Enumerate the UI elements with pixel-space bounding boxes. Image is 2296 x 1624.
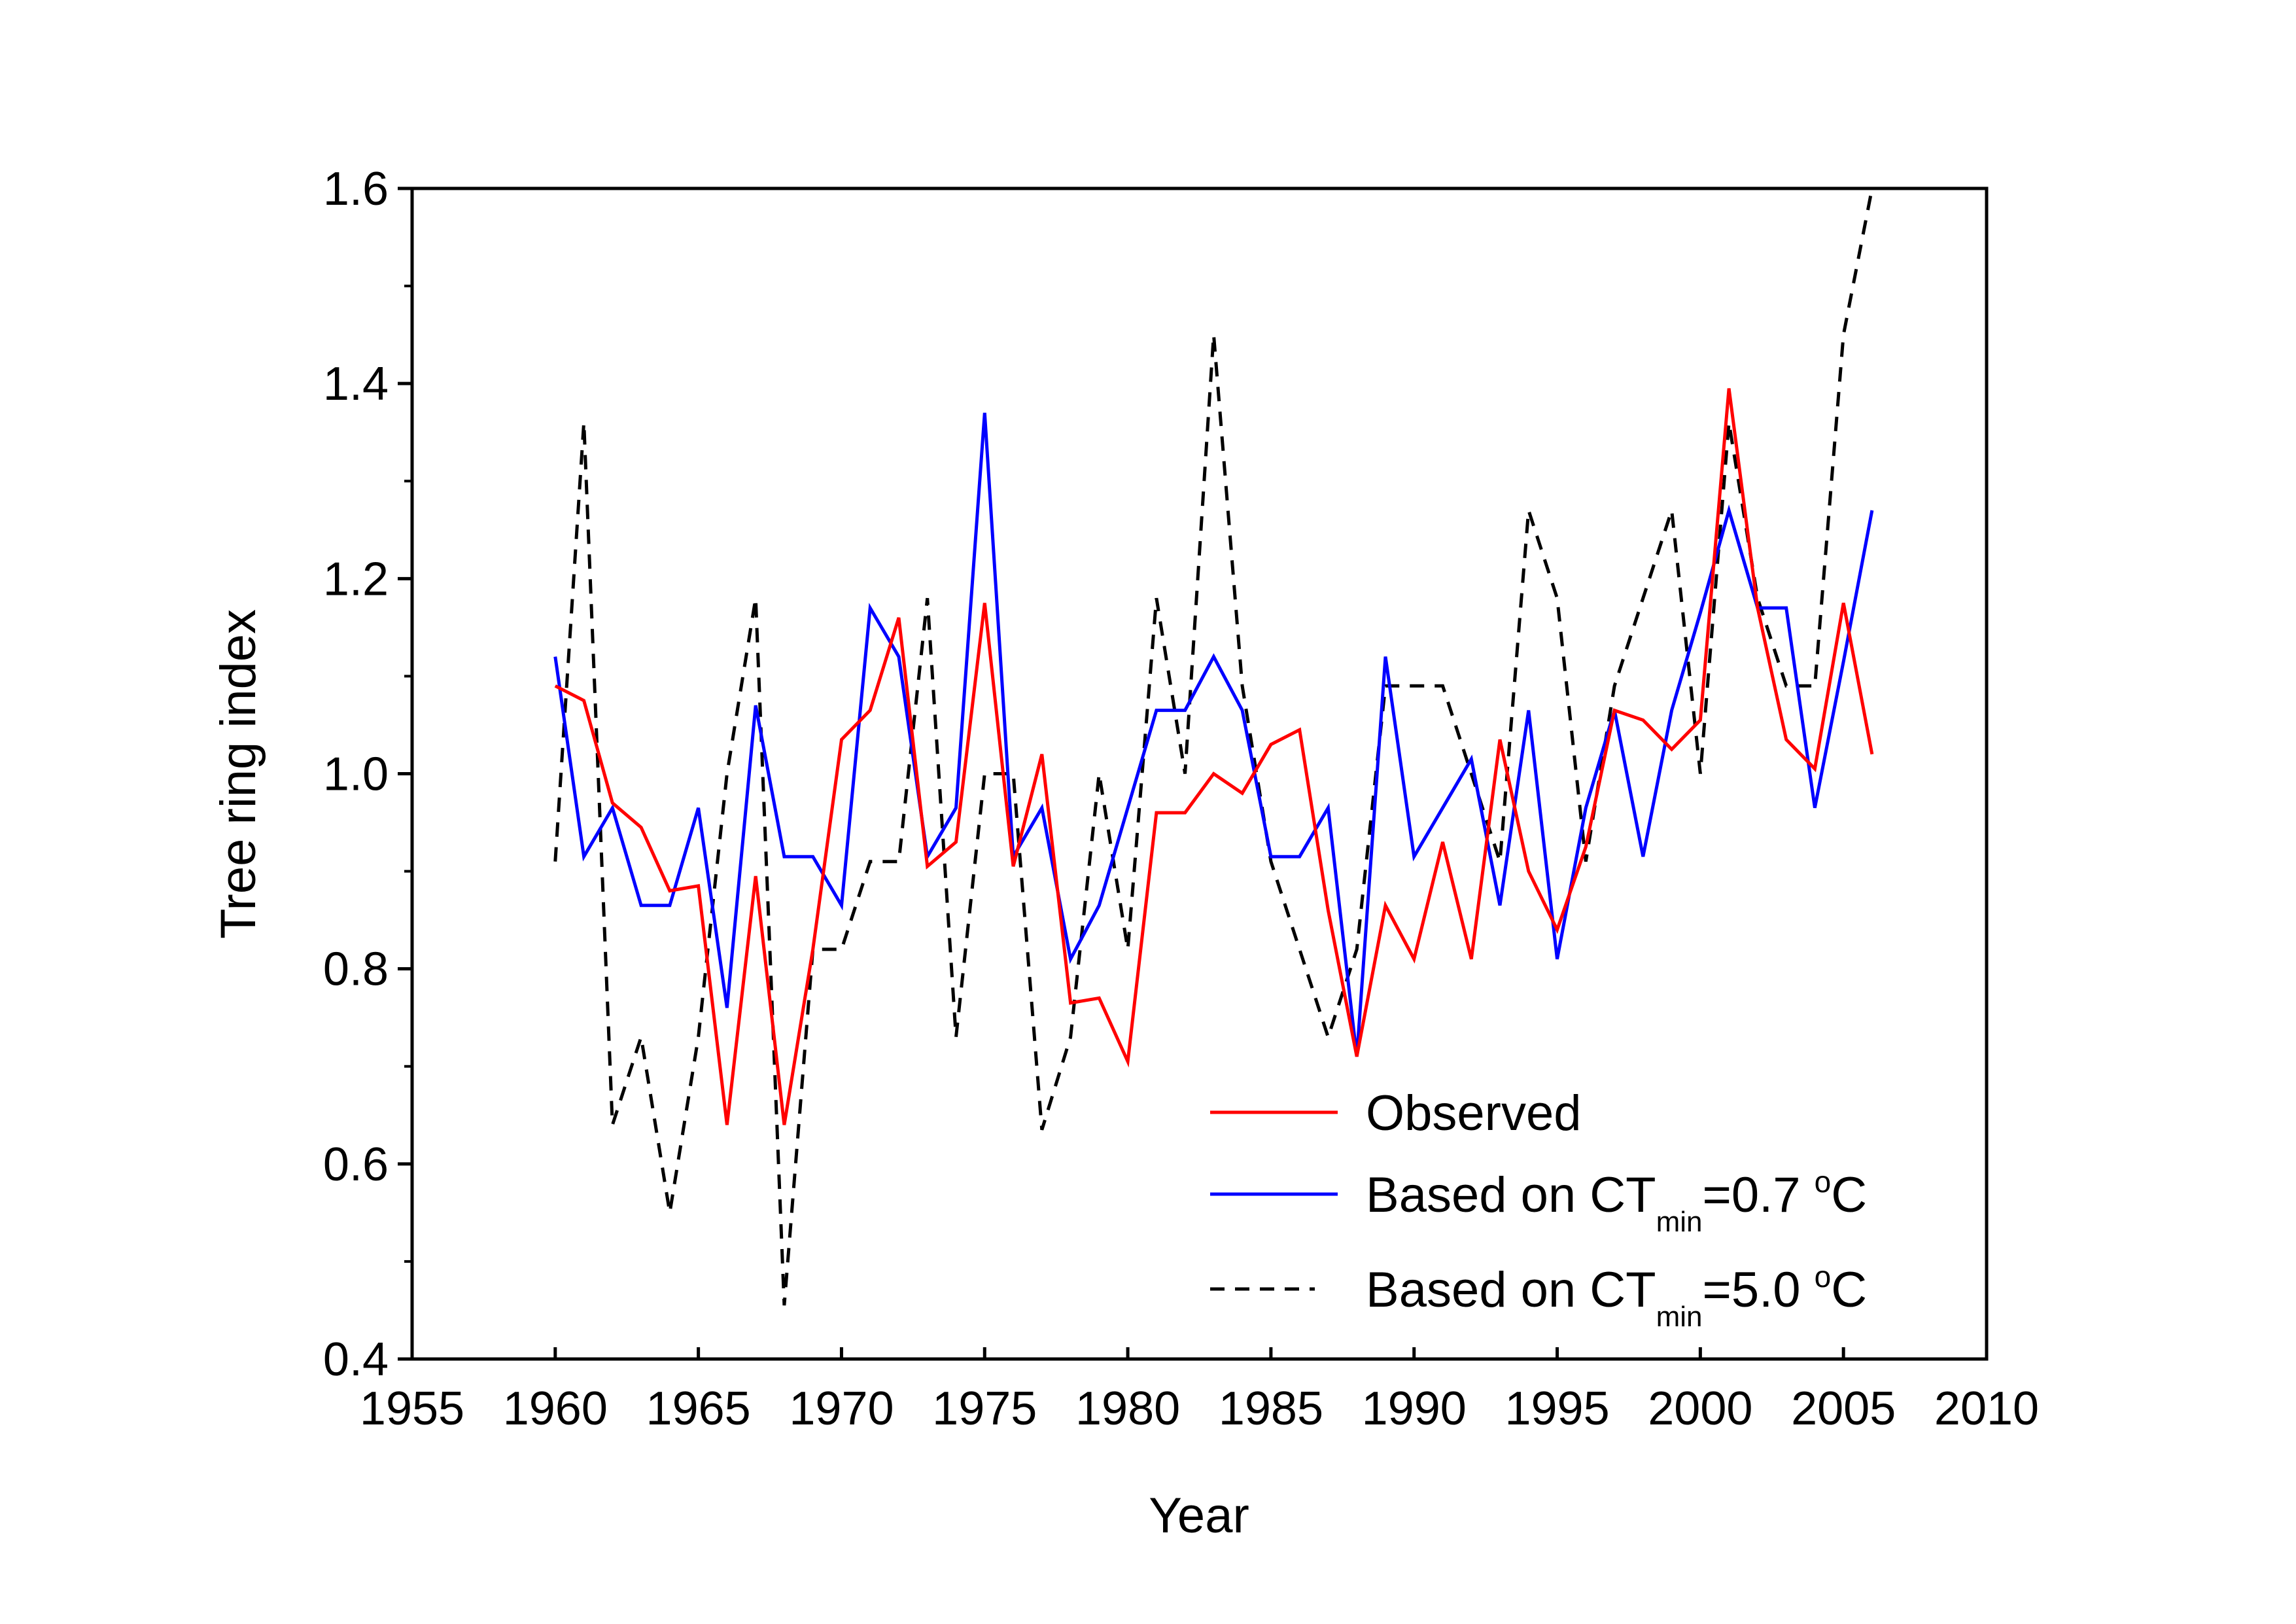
y-tick-label: 0.8 xyxy=(323,944,389,996)
x-tick-label: 1965 xyxy=(646,1383,751,1435)
x-tick-label: 1975 xyxy=(932,1383,1037,1435)
x-tick-label: 1995 xyxy=(1505,1383,1609,1435)
legend: Observed Based on CTmin=0.7 oC Based on CT… xyxy=(1210,1086,1867,1333)
y-axis-title: Tree ring index xyxy=(211,609,266,939)
x-tick-label: 1985 xyxy=(1219,1383,1323,1435)
series-layer xyxy=(553,188,1874,1306)
x-tick-label: 1960 xyxy=(503,1383,608,1435)
x-tick-label: 1980 xyxy=(1075,1383,1180,1435)
x-axis: 1955 1960 1965 1970 1975 1980 1985 1990 1995 2000… xyxy=(360,1347,2039,1435)
y-axis: 0.4 0.6 0.8 1.0 1.2 1.4 1.6 xyxy=(323,163,412,1386)
x-tick-label: 2000 xyxy=(1648,1383,1752,1435)
x-tick-label: 2010 xyxy=(1934,1383,2039,1435)
y-tick-label: 0.4 xyxy=(323,1333,389,1386)
legend-label-0: Observed xyxy=(1366,1086,1582,1141)
x-axis-title: Year xyxy=(1149,1488,1249,1544)
y-tick-label: 1.2 xyxy=(323,553,389,605)
legend-label-2: Based on CTmin=5.0 oC xyxy=(1366,1260,1867,1333)
x-tick-label: 1970 xyxy=(789,1383,894,1435)
x-tick-label: 1955 xyxy=(360,1383,464,1435)
y-tick-label: 1.4 xyxy=(323,358,389,410)
legend-label-1: Based on CTmin=0.7 oC xyxy=(1366,1165,1867,1238)
x-tick-label: 1990 xyxy=(1362,1383,1467,1435)
y-tick-label: 1.6 xyxy=(323,163,389,215)
series-line-1 xyxy=(553,412,1874,1057)
series-line-0 xyxy=(554,388,1874,1125)
y-tick-label: 1.0 xyxy=(323,749,389,801)
series-line-2 xyxy=(553,188,1874,1306)
x-tick-label: 2005 xyxy=(1791,1383,1896,1435)
y-tick-label: 0.6 xyxy=(323,1139,389,1191)
